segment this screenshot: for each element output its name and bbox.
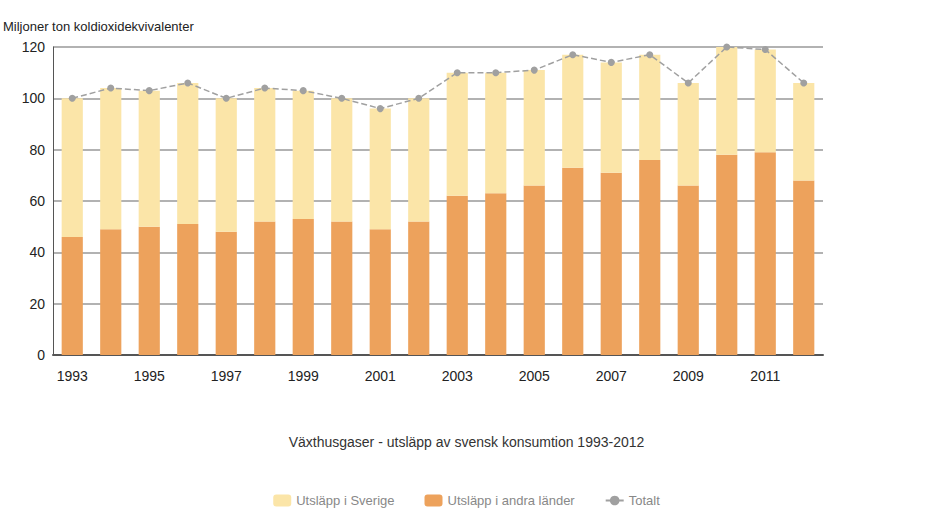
svg-text:1997: 1997 [211,368,242,384]
svg-text:1993: 1993 [57,368,88,384]
svg-text:1995: 1995 [134,368,165,384]
svg-text:2003: 2003 [442,368,473,384]
svg-text:2009: 2009 [673,368,704,384]
svg-text:1999: 1999 [288,368,319,384]
svg-text:Växthusgaser - utsläpp av sven: Växthusgaser - utsläpp av svensk konsumt… [289,434,645,450]
svg-text:60: 60 [29,193,45,209]
svg-text:100: 100 [22,90,46,106]
svg-text:2007: 2007 [596,368,627,384]
svg-text:0: 0 [37,347,45,363]
svg-text:2001: 2001 [365,368,396,384]
svg-text:40: 40 [29,244,45,260]
svg-text:80: 80 [29,142,45,158]
svg-text:2005: 2005 [519,368,550,384]
svg-text:120: 120 [22,39,46,55]
svg-text:20: 20 [29,296,45,312]
svg-text:Totalt: Totalt [629,493,660,508]
svg-text:Utsläpp i andra länder: Utsläpp i andra länder [448,493,576,508]
svg-text:Utsläpp i Sverige: Utsläpp i Sverige [296,493,394,508]
svg-text:2011: 2011 [750,368,780,384]
svg-text:Miljoner ton koldioxidekvivale: Miljoner ton koldioxidekvivalenter [3,19,194,34]
